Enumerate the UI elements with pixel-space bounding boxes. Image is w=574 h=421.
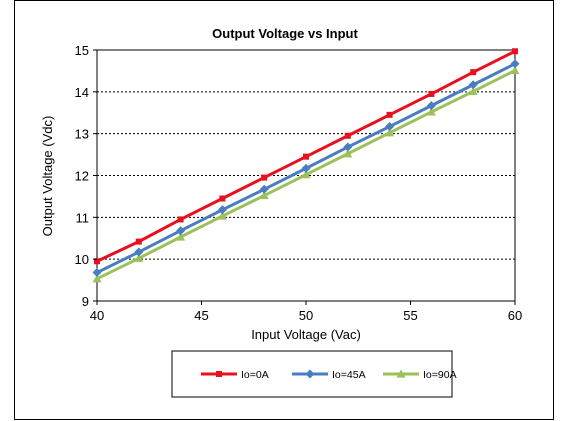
x-axis-label: Input Voltage (Vac) [251, 327, 361, 342]
grid [97, 91, 515, 260]
data-point [217, 205, 227, 215]
y-tick-label: 10 [75, 252, 89, 267]
y-axis-ticks: 9 10 11 12 13 14 15 [75, 43, 97, 309]
data-point [177, 216, 184, 223]
x-tick-label: 50 [299, 308, 313, 323]
data-point [468, 86, 478, 96]
data-point [343, 142, 353, 152]
x-axis-ticks: 40 45 50 55 60 [90, 301, 522, 323]
data-point [428, 90, 435, 97]
chart: Output Voltage vs Input 9 10 11 12 13 14 15 40… [40, 26, 522, 398]
data-point [92, 268, 102, 278]
series-markers [92, 48, 520, 283]
y-tick-label: 11 [76, 210, 90, 225]
data-point [386, 111, 393, 118]
data-point [94, 258, 100, 265]
legend-label: Io=0A [241, 369, 269, 381]
legend-marker [396, 369, 406, 378]
data-point [426, 101, 436, 111]
x-tick-label: 45 [194, 308, 208, 323]
data-point [259, 191, 269, 200]
data-point [259, 184, 269, 194]
data-point [470, 69, 477, 76]
chart-title: Output Voltage vs Input [212, 26, 358, 41]
data-point [217, 211, 227, 220]
data-point [385, 128, 395, 137]
data-point [219, 195, 226, 202]
y-tick-label: 9 [82, 294, 89, 309]
data-point [510, 59, 520, 69]
chart-frame: Output Voltage vs Input 9 10 11 12 13 14 15 40… [14, 0, 554, 420]
data-point [301, 170, 311, 179]
data-point [510, 65, 520, 75]
y-tick-label: 14 [75, 85, 89, 100]
data-point [385, 122, 395, 132]
legend-label: Io=90A [423, 369, 457, 381]
data-point [134, 253, 144, 262]
data-point [135, 238, 142, 245]
legend-marker [216, 371, 222, 377]
data-point [303, 153, 309, 160]
data-point [512, 48, 518, 55]
data-point [176, 226, 186, 236]
data-point [426, 107, 436, 116]
y-tick-label: 13 [75, 127, 89, 142]
data-point [92, 274, 102, 283]
data-point [301, 163, 311, 173]
y-tick-label: 12 [75, 169, 89, 184]
legend: Io=0A Io=45A Io=90A [201, 369, 457, 381]
y-axis-label: Output Voltage (Vdc) [40, 116, 55, 237]
data-point [344, 132, 351, 139]
x-tick-label: 55 [403, 308, 417, 323]
legend-label: Io=45A [332, 369, 366, 381]
data-point [468, 80, 478, 90]
x-tick-label: 60 [508, 308, 522, 323]
data-point [176, 232, 186, 241]
data-point [134, 247, 144, 257]
x-tick-label: 40 [90, 308, 104, 323]
data-point [343, 149, 353, 158]
y-tick-label: 15 [75, 43, 89, 58]
data-point [261, 174, 268, 181]
legend-marker [305, 369, 315, 379]
